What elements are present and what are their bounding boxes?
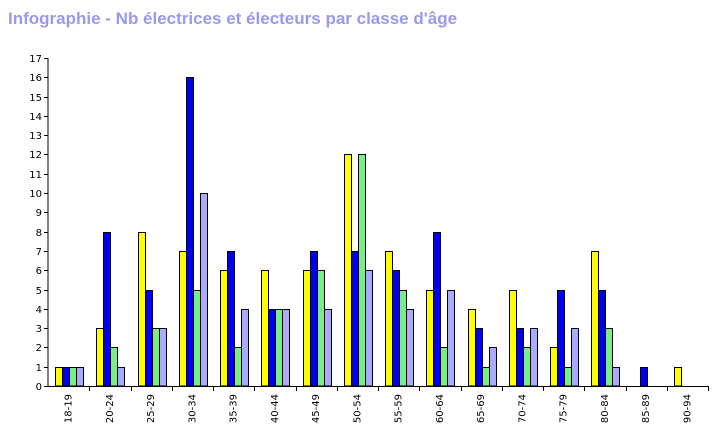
bar [440, 347, 448, 387]
x-tick-label: 30-34 [187, 394, 198, 423]
bar [530, 328, 538, 387]
y-tick-label: 14 [29, 112, 42, 123]
bar [392, 270, 400, 387]
bar [351, 251, 359, 387]
bar [365, 270, 373, 387]
bar [117, 367, 125, 387]
chart-title: Infographie - Nb électrices et électeurs… [8, 9, 458, 28]
y-tick-label: 0 [36, 382, 42, 393]
bar [317, 270, 325, 387]
y-tick-label: 8 [36, 228, 42, 239]
x-tick-label: 80-84 [600, 394, 611, 423]
bar [138, 232, 146, 387]
bar [103, 232, 111, 387]
bar [310, 251, 318, 387]
y-tick-label: 12 [29, 150, 42, 161]
bar [399, 290, 407, 387]
bar [96, 328, 104, 387]
bar [571, 328, 579, 387]
bar [489, 347, 497, 387]
bar [482, 367, 490, 387]
bar [591, 251, 599, 387]
x-tick-label: 90-94 [682, 394, 693, 423]
bar [406, 309, 414, 387]
bar [358, 154, 366, 387]
x-tick-label: 18-19 [64, 394, 75, 423]
bar [523, 347, 531, 387]
bars [55, 77, 682, 387]
y-tick-label: 5 [36, 286, 42, 297]
x-tick-label: 35-39 [229, 394, 240, 423]
x-tick-label: 65-69 [476, 394, 487, 423]
y-tick-label: 16 [29, 73, 42, 84]
x-tick-label: 25-29 [146, 394, 157, 423]
bar [426, 290, 434, 387]
y-tick-label: 11 [29, 170, 42, 181]
bar [179, 251, 187, 387]
bar [110, 347, 118, 387]
y-tick-label: 3 [36, 324, 42, 335]
bar [344, 154, 352, 387]
y-tick-label: 4 [36, 305, 42, 316]
bar [598, 290, 606, 387]
bar [145, 290, 153, 387]
bar [275, 309, 283, 387]
bar [516, 328, 524, 387]
bar [55, 367, 63, 387]
bar [475, 328, 483, 387]
bar [261, 270, 269, 387]
bar [324, 309, 332, 387]
x-tick-label: 60-64 [435, 394, 446, 423]
x-tick-label: 20-24 [105, 394, 116, 423]
bar [69, 367, 77, 387]
bar [550, 347, 558, 387]
x-tick-label: 45-49 [311, 394, 322, 423]
bar [447, 290, 455, 387]
bar [62, 367, 70, 387]
y-tick-label: 1 [36, 363, 42, 374]
x-tick-label: 40-44 [270, 394, 281, 423]
bar [303, 270, 311, 387]
y-tick-label: 10 [29, 189, 42, 200]
bar [640, 367, 648, 387]
x-tick-label: 85-89 [641, 394, 652, 423]
bar [282, 309, 290, 387]
bar [268, 309, 276, 387]
y-tick-label: 9 [36, 208, 42, 219]
bar [234, 347, 242, 387]
x-tick-label: 75-79 [559, 394, 570, 423]
y-tick-label: 15 [29, 93, 42, 104]
y-tick-label: 7 [36, 247, 42, 258]
bar [186, 77, 194, 387]
bar [220, 270, 228, 387]
bar [193, 290, 201, 387]
bar [76, 367, 84, 387]
bar [227, 251, 235, 387]
bar [468, 309, 476, 387]
bar [159, 328, 167, 387]
bar [241, 309, 249, 387]
bar [557, 290, 565, 387]
bar [200, 193, 208, 387]
bar [152, 328, 160, 387]
y-tick-label: 13 [29, 131, 42, 142]
bar [674, 367, 682, 387]
x-axis: 18-19 20-24 25-29 30-34 35-39 40-44 45-49 50-54… [48, 386, 709, 423]
y-tick-label: 17 [29, 54, 42, 65]
y-tick-label: 6 [36, 266, 42, 277]
x-tick-label: 50-54 [352, 394, 363, 423]
bar [509, 290, 517, 387]
x-tick-label: 70-74 [517, 394, 528, 423]
bar [385, 251, 393, 387]
x-tick-label: 55-59 [394, 394, 405, 423]
y-tick-label: 2 [36, 343, 42, 354]
bar [605, 328, 613, 387]
bar [433, 232, 441, 387]
bar [612, 367, 620, 387]
bar [564, 367, 572, 387]
